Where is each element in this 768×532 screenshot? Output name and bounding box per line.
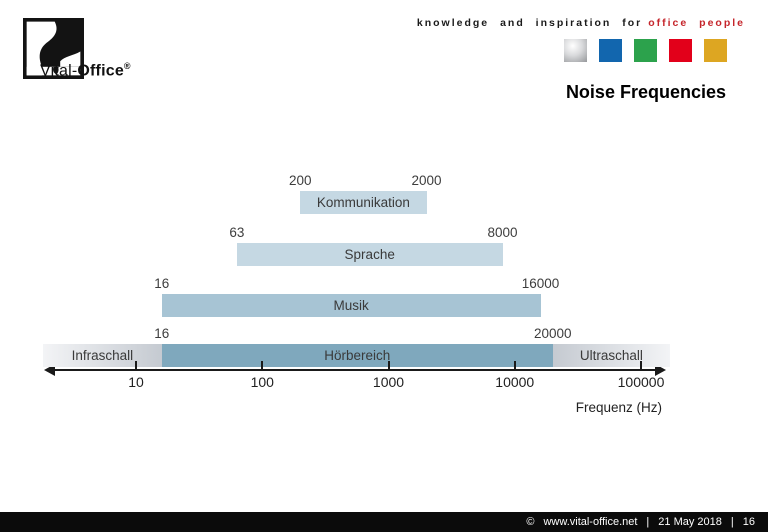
axis-tick-100000 — [640, 361, 642, 369]
zone-ultraschall: Ultraschall — [552, 344, 670, 367]
axis-tick-100 — [261, 361, 264, 369]
zone-infraschall: Infraschall — [43, 344, 162, 367]
axis-tick-label-10000: 10000 — [495, 374, 535, 390]
footer-bar: © www.vital-office.net | 21 May 2018 | 1… — [0, 512, 768, 532]
axis-tick-10 — [135, 361, 137, 369]
axis-tick-label-100000: 100000 — [617, 374, 665, 390]
axis-tick-10000 — [513, 361, 516, 369]
tagline-highlight: office people — [648, 17, 745, 29]
bar-horbereich: Hörbereich — [161, 344, 553, 367]
vital-office-logo-icon — [23, 18, 84, 79]
range-to-sprache: 8000 — [487, 225, 518, 240]
axis-tick-label-10: 10 — [128, 374, 144, 390]
axis-arrow-left-icon — [44, 364, 55, 376]
bar-sprache: Sprache — [236, 243, 503, 266]
range-to-horbereich: 20000 — [533, 326, 572, 341]
palette-square-red — [669, 39, 692, 62]
frequency-axis — [52, 369, 658, 371]
footer-separator-1: | — [646, 516, 650, 528]
vital-office-logo-text: Vital-Office® — [40, 61, 131, 80]
logo-brand-bold: Office — [77, 62, 124, 80]
axis-tick-label-100: 100 — [250, 374, 274, 390]
copyright-icon: © — [526, 516, 535, 528]
tagline: knowledge and inspiration for office peop… — [417, 17, 745, 29]
axis-arrow-right-icon — [655, 364, 666, 376]
axis-label: Frequenz (Hz) — [575, 400, 662, 415]
footer-date: 21 May 2018 — [658, 516, 722, 528]
palette-square-green — [634, 39, 657, 62]
range-from-kommunikation: 200 — [288, 173, 312, 188]
bar-musik: Musik — [161, 294, 541, 317]
footer-separator-2: | — [730, 516, 734, 528]
brand-color-squares — [564, 39, 727, 62]
palette-square-gold — [704, 39, 727, 62]
footer-site: www.vital-office.net — [543, 516, 638, 528]
range-from-musik: 16 — [154, 276, 170, 291]
palette-square-blue — [599, 39, 622, 62]
logo-brand-light: Vital- — [40, 62, 78, 80]
bar-kommunikation: Kommunikation — [300, 191, 427, 214]
palette-square-silver — [564, 39, 587, 62]
axis-tick-1000 — [387, 361, 390, 369]
slide-title: Noise Frequencies — [565, 82, 726, 102]
range-from-sprache: 63 — [229, 225, 245, 240]
tagline-prefix: knowledge and inspiration for — [416, 17, 643, 29]
registered-mark: ® — [123, 61, 131, 71]
range-from-horbereich: 16 — [154, 326, 170, 341]
range-to-kommunikation: 2000 — [411, 173, 442, 188]
footer-page-number: 16 — [742, 516, 755, 528]
axis-tick-label-1000: 1000 — [372, 374, 405, 390]
range-to-musik: 16000 — [521, 276, 560, 291]
